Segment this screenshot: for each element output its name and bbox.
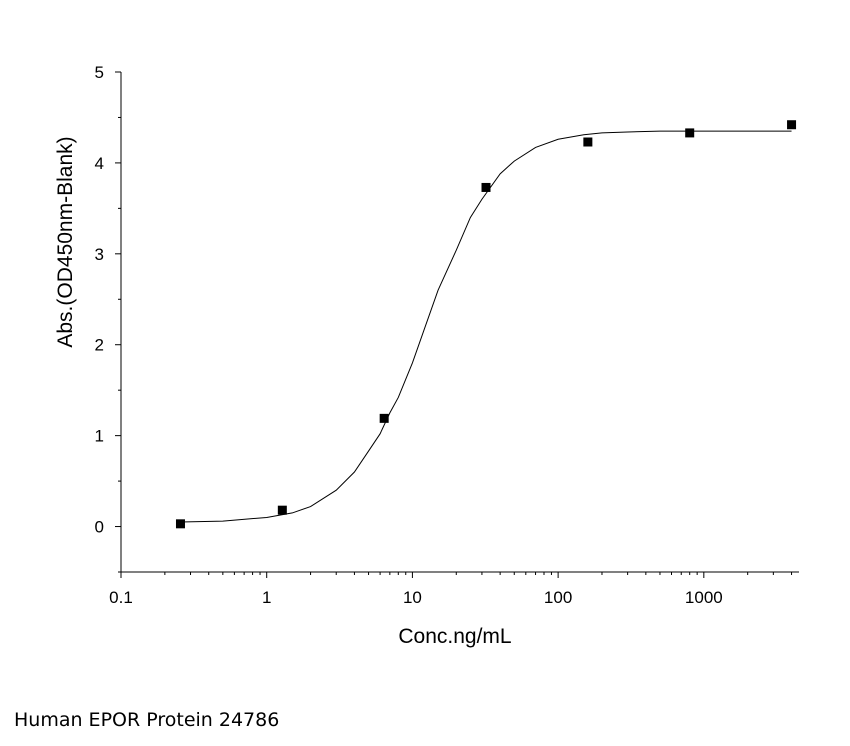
data-point	[685, 128, 695, 138]
fit-curve	[180, 130, 792, 523]
y-tick-label: 3	[95, 245, 104, 264]
y-tick-label: 2	[95, 336, 104, 355]
chart: 0 1 2 3 4 5 0.1 1 10 100 1000 Conc.ng/mL Abs.(OD45…	[54, 63, 799, 648]
x-tick-label: 100	[544, 588, 572, 607]
data-point	[379, 413, 389, 423]
figure-caption: Human EPOR Protein 24786	[14, 709, 280, 731]
y-axis-label: Abs.(OD450nm-Blank)	[54, 136, 77, 347]
axes	[120, 72, 799, 573]
tick-marks	[115, 71, 793, 578]
y-tick-label: 1	[95, 427, 104, 446]
x-tick-label: 10	[403, 588, 422, 607]
y-tick-label: 5	[95, 63, 104, 82]
x-axis-label: Conc.ng/mL	[398, 625, 511, 648]
data-point	[175, 519, 185, 529]
x-tick-label: 0.1	[109, 588, 133, 607]
data-point	[481, 182, 491, 192]
data-point	[583, 137, 593, 147]
data-point	[787, 120, 797, 130]
x-tick-label: 1000	[685, 588, 723, 607]
data-points	[175, 120, 797, 529]
tick-labels: 0 1 2 3 4 5 0.1 1 10 100 1000	[95, 63, 723, 607]
data-point	[277, 505, 287, 515]
y-tick-label: 4	[95, 154, 104, 173]
y-tick-label: 0	[95, 518, 104, 537]
x-tick-label: 1	[262, 588, 271, 607]
